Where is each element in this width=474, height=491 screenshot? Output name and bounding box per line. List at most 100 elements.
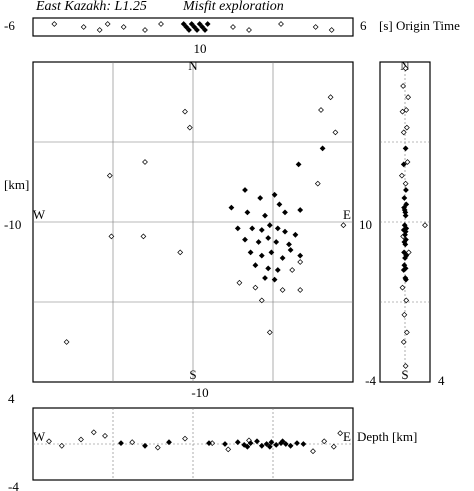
point: [402, 145, 409, 152]
point: [314, 180, 321, 187]
x-tick-label: -6: [4, 18, 15, 33]
point: [166, 439, 172, 446]
point: [104, 21, 111, 27]
point: [234, 225, 241, 232]
point: [398, 172, 405, 179]
point: [400, 129, 407, 136]
point: [273, 442, 280, 448]
point: [292, 231, 299, 238]
point: [204, 21, 211, 27]
point: [255, 239, 262, 245]
point: [400, 161, 407, 168]
point: [262, 275, 268, 281]
point: [191, 24, 198, 30]
point: [297, 207, 304, 213]
point: [271, 276, 278, 283]
point: [46, 438, 52, 445]
point: [274, 267, 281, 273]
point: [108, 233, 115, 240]
compass-label: S: [401, 367, 408, 382]
point: [332, 129, 339, 136]
point: [289, 267, 296, 273]
point: [51, 21, 58, 27]
point: [266, 443, 273, 450]
point: [401, 249, 407, 256]
compass-label: N: [400, 58, 410, 73]
point: [183, 24, 190, 30]
point: [63, 339, 70, 345]
point: [202, 27, 208, 33]
point: [225, 446, 232, 453]
point: [297, 287, 304, 293]
x-tick-label: 10: [359, 217, 372, 232]
point: [297, 252, 304, 259]
point: [399, 284, 406, 291]
point: [120, 24, 127, 30]
point: [287, 247, 294, 253]
point: [328, 27, 335, 33]
point: [268, 249, 275, 256]
point: [402, 65, 409, 72]
point: [402, 180, 409, 187]
point: [142, 159, 148, 165]
point: [106, 172, 113, 179]
point: [321, 438, 328, 445]
point: [258, 252, 265, 259]
point: [403, 297, 410, 304]
point: [273, 239, 280, 245]
point: [297, 259, 304, 265]
point: [319, 145, 326, 152]
y-axis-label: [km]: [4, 177, 29, 192]
point: [403, 124, 410, 131]
point: [403, 329, 410, 336]
point: [142, 27, 148, 33]
point: [276, 201, 283, 208]
point: [236, 279, 243, 286]
x-tick-label: -4: [365, 373, 376, 388]
plot-frame: [32, 17, 354, 37]
point: [400, 339, 407, 345]
point: [244, 443, 251, 450]
point: [287, 442, 294, 449]
point: [96, 27, 103, 33]
point: [265, 235, 272, 241]
point: [279, 255, 286, 261]
point: [242, 236, 248, 243]
point: [247, 249, 254, 256]
point: [279, 287, 286, 293]
point: [154, 444, 161, 451]
point: [194, 27, 200, 33]
point: [268, 439, 275, 446]
compass-label: W: [33, 207, 46, 222]
point: [102, 433, 108, 439]
point: [282, 228, 288, 235]
point: [330, 443, 337, 450]
point: [282, 209, 288, 216]
point: [228, 204, 235, 211]
compass-label: E: [343, 429, 351, 444]
point: [252, 284, 259, 291]
point: [403, 276, 409, 283]
point: [337, 430, 344, 437]
point: [196, 21, 203, 27]
point: [206, 440, 212, 446]
compass-label: N: [188, 58, 198, 73]
point: [286, 241, 292, 248]
point: [400, 267, 407, 273]
point: [294, 440, 300, 446]
point: [405, 249, 412, 256]
point: [274, 225, 281, 232]
point: [399, 108, 406, 115]
point: [266, 329, 273, 336]
point: [90, 429, 97, 436]
point: [310, 448, 316, 455]
subtitle: Misfit exploration: [182, 0, 284, 14]
point: [422, 222, 428, 229]
point: [180, 21, 187, 27]
point: [282, 441, 289, 447]
point: [405, 94, 412, 101]
point: [252, 262, 259, 269]
point: [401, 207, 408, 213]
point: [400, 83, 407, 89]
point: [78, 436, 84, 443]
